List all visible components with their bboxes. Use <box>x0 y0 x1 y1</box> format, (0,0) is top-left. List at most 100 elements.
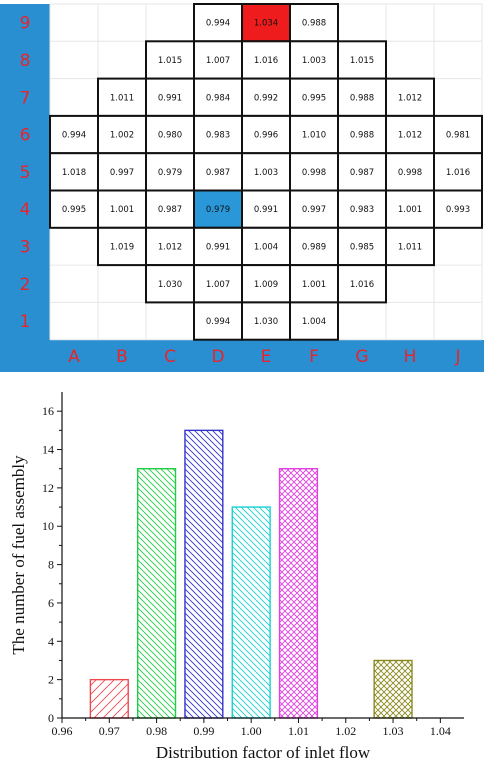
column-label-A: A <box>68 347 80 367</box>
row-label-8: 8 <box>20 51 31 71</box>
cell-value: 0.988 <box>350 93 374 103</box>
assembly-cell-J4: 0.993 <box>433 189 483 229</box>
assembly-cell-A6: 0.994 <box>49 114 99 155</box>
cell-value: 0.997 <box>302 205 326 215</box>
assembly-cell-D5: 0.987 <box>193 152 243 192</box>
assembly-cell-F2: 1.001 <box>289 264 339 304</box>
y-tick-label: 0 <box>48 711 54 725</box>
cell-value: 1.019 <box>110 242 134 252</box>
assembly-cell-C4: 0.987 <box>145 189 195 229</box>
cell-value: 0.983 <box>350 205 374 215</box>
x-tick-label: 0.98 <box>146 724 167 738</box>
row-label-sidebar <box>0 4 50 340</box>
cell-value: 0.991 <box>254 205 278 215</box>
cell-value: 0.994 <box>206 19 230 29</box>
assembly-cell-G2: 1.016 <box>337 264 387 304</box>
cell-value: 1.002 <box>110 131 134 141</box>
cell-value: 1.012 <box>398 131 422 141</box>
cell-value: 0.995 <box>62 205 86 215</box>
y-axis-title: The number of fuel assembly <box>9 455 28 655</box>
assembly-cell-F9: 0.988 <box>289 3 339 43</box>
bar-0.97 <box>89 678 129 719</box>
y-tick-label: 2 <box>48 673 54 687</box>
assembly-cell-F1: 1.004 <box>289 301 339 341</box>
assembly-cell-C5: 0.979 <box>145 152 195 192</box>
assembly-cell-F6: 1.010 <box>289 114 339 155</box>
cell-value: 0.979 <box>158 168 182 178</box>
column-label-E: E <box>261 347 272 367</box>
assembly-cell-G6: 0.988 <box>337 114 387 155</box>
cell-value: 1.015 <box>158 56 182 66</box>
cell-value: 0.988 <box>350 131 374 141</box>
cell-value: 1.016 <box>446 168 470 178</box>
y-tick-label: 12 <box>42 481 54 495</box>
row-label-1: 1 <box>20 312 31 332</box>
cell-value: 1.001 <box>398 205 422 215</box>
cell-value: 1.007 <box>206 280 230 290</box>
cell-value: 1.012 <box>398 93 422 103</box>
assembly-cell-D7: 0.984 <box>193 77 243 117</box>
cell-value: 0.985 <box>350 242 374 252</box>
assembly-cell-G8: 1.015 <box>337 40 387 80</box>
assembly-cell-B5: 0.997 <box>97 152 147 192</box>
assembly-cell-J6: 0.981 <box>433 114 483 155</box>
cell-value: 1.016 <box>350 280 374 290</box>
cell-value: 0.983 <box>206 131 230 141</box>
cell-value: 1.003 <box>254 168 278 178</box>
cell-value: 0.995 <box>302 93 326 103</box>
assembly-cell-C6: 0.980 <box>145 114 195 155</box>
x-tick-label: 1.00 <box>241 724 262 738</box>
assembly-cell-A4: 0.995 <box>49 189 99 229</box>
assembly-cell-C8: 1.015 <box>145 40 195 80</box>
core-loading-map: 0.994 1.034 0.988 1.015 1.007 1.016 1.003 1.015… <box>0 3 484 372</box>
cell-value: 1.018 <box>62 168 86 178</box>
x-tick-label: 0.97 <box>99 724 120 738</box>
y-tick-label: 16 <box>42 404 54 418</box>
assembly-cell-E8: 1.016 <box>241 40 291 80</box>
assembly-cells: 0.994 1.034 0.988 1.015 1.007 1.016 1.003 1.015… <box>49 3 483 341</box>
assembly-cell-F4: 0.997 <box>289 189 339 229</box>
assembly-cell-H3: 1.011 <box>385 226 435 267</box>
assembly-cell-F5: 0.998 <box>289 152 339 192</box>
bar-0.99 <box>184 429 224 719</box>
row-label-2: 2 <box>20 275 31 295</box>
bar-1.03 <box>373 659 413 719</box>
assembly-cell-C2: 1.030 <box>145 264 195 304</box>
row-labels: 9 8 7 6 5 4 3 2 1 <box>20 14 31 332</box>
cell-value: 0.980 <box>158 131 182 141</box>
assembly-cell-G5: 0.987 <box>337 152 387 192</box>
assembly-cell-D4: 0.979 <box>193 189 243 229</box>
assembly-cell-E9: 1.034 <box>241 3 291 43</box>
cell-value: 0.981 <box>446 131 470 141</box>
bar-1.01 <box>278 468 319 719</box>
cell-value: 0.998 <box>302 168 326 178</box>
cell-value: 1.001 <box>302 280 326 290</box>
assembly-cell-B3: 1.019 <box>97 226 147 267</box>
assembly-cell-E4: 0.991 <box>241 189 291 229</box>
bar-1.00 <box>231 506 271 719</box>
cell-value: 0.979 <box>206 205 230 215</box>
histogram-bars <box>89 429 413 719</box>
cell-value: 1.034 <box>254 19 278 29</box>
y-tick-label: 6 <box>48 596 54 610</box>
assembly-cell-E2: 1.009 <box>241 264 291 304</box>
cell-value: 0.988 <box>302 19 326 29</box>
assembly-cell-C7: 0.991 <box>145 77 195 117</box>
cell-value: 1.030 <box>254 317 278 327</box>
x-tick-label: 1.03 <box>383 724 404 738</box>
cell-value: 0.987 <box>158 205 182 215</box>
cell-value: 1.011 <box>110 93 134 103</box>
y-tick-label: 4 <box>48 634 54 648</box>
cell-value: 0.991 <box>158 93 182 103</box>
cell-value: 0.987 <box>206 168 230 178</box>
histogram-chart: 0.96 0.97 0.98 0.99 1.00 1.01 1.02 1.03 1.04 0 2 4… <box>9 392 464 762</box>
x-tick-labels: 0.96 0.97 0.98 0.99 1.00 1.01 1.02 1.03 1.04 <box>52 724 451 738</box>
y-tick-labels: 0 2 4 6 8 10 12 14 16 <box>42 404 54 725</box>
cell-value: 1.004 <box>254 242 278 252</box>
x-tick-label: 1.02 <box>335 724 356 738</box>
assembly-cell-H6: 1.012 <box>385 114 435 155</box>
assembly-cell-H5: 0.998 <box>385 152 435 192</box>
assembly-cell-E1: 1.030 <box>241 301 291 341</box>
column-label-H: H <box>404 347 417 367</box>
row-label-5: 5 <box>20 163 31 183</box>
